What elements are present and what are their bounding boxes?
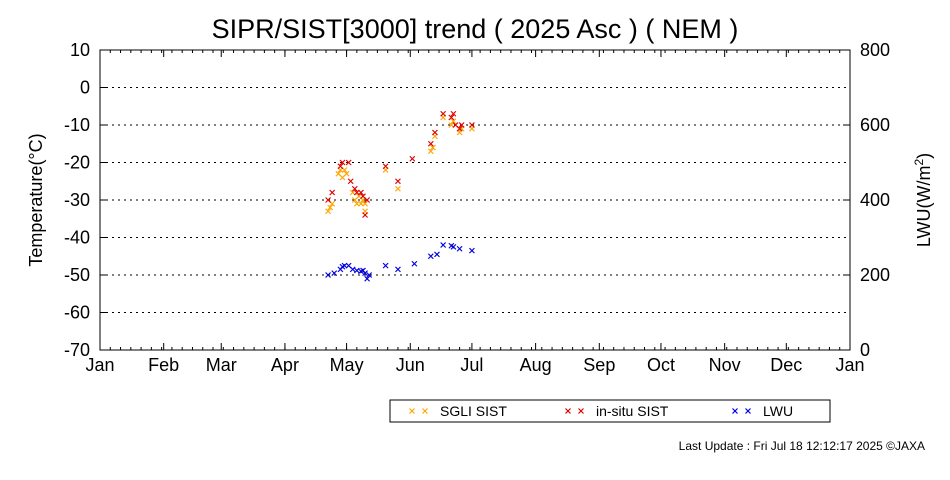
x-tick-label: Dec <box>770 355 802 375</box>
data-point <box>362 212 368 218</box>
data-point <box>327 204 334 211</box>
data-point <box>343 170 350 177</box>
y-tick-label: -10 <box>64 115 90 135</box>
x-tick-label: Mar <box>206 355 237 375</box>
data-point <box>325 272 332 278</box>
axis-ticks <box>99 49 851 351</box>
data-point <box>409 155 416 162</box>
data-point <box>450 243 457 250</box>
y-tick-label: -20 <box>64 153 90 173</box>
data-point <box>450 118 457 125</box>
x-tick-label: Sep <box>583 355 615 375</box>
data-point <box>349 266 356 273</box>
y2-tick-label: 800 <box>860 40 890 60</box>
y-tick-label: -60 <box>64 303 90 323</box>
data-point <box>450 110 457 117</box>
data-point <box>395 178 401 185</box>
legend: SGLI SIST in-situ SIST LWU <box>389 399 831 423</box>
y-tick-label: -50 <box>64 265 90 285</box>
y2-axis-label-close: ) <box>914 153 934 159</box>
left-axis-tick-labels: 10 0 -10 -20 -30 -40 -50 -60 -70 <box>64 40 90 360</box>
chart-title: SIPR/SIST[3000] trend ( 2025 Asc ) ( NEM… <box>212 14 739 44</box>
data-point <box>325 208 332 215</box>
legend-marker <box>565 408 571 414</box>
x-tick-label: Oct <box>647 355 675 375</box>
last-update-footer: Last Update : Fri Jul 18 12:12:17 2025 ©… <box>679 439 925 453</box>
series-0 <box>325 114 475 215</box>
data-point <box>411 260 418 267</box>
data-point <box>456 245 463 252</box>
x-tick-label: Aug <box>520 355 552 375</box>
y2-tick-label: 200 <box>860 265 890 285</box>
x-tick-label: Jan <box>85 355 114 375</box>
legend-label: LWU <box>763 403 793 419</box>
x-tick-label: Jun <box>396 355 425 375</box>
x-tick-label: May <box>330 355 364 375</box>
x-axis-tick-labels: Jan Feb Mar Apr May Jun Jul Aug Sep Oct Nov Dec Jan <box>85 355 864 375</box>
y-axis-label: Temperature(°C) <box>26 133 46 266</box>
x-tick-label: Jan <box>835 355 864 375</box>
data-point <box>432 129 438 136</box>
data-point <box>427 253 434 260</box>
right-axis-tick-labels: 800 600 400 200 0 <box>860 40 890 360</box>
data-point <box>440 242 447 248</box>
y-tick-label: 10 <box>70 40 90 60</box>
y-tick-label: -40 <box>64 228 90 248</box>
y-tick-label: -30 <box>64 190 90 210</box>
data-point <box>395 185 401 192</box>
data-point <box>448 114 455 121</box>
y2-tick-label: 600 <box>860 115 890 135</box>
data-point <box>434 251 440 258</box>
series-2 <box>325 242 475 282</box>
data-point <box>468 247 475 254</box>
data-point <box>358 189 364 196</box>
data-point <box>364 197 371 203</box>
data-point <box>440 110 447 117</box>
data-point <box>339 159 346 166</box>
data-point <box>364 275 371 282</box>
data-point <box>382 262 389 269</box>
x-tick-label: Feb <box>148 355 179 375</box>
grid-lines <box>100 87 850 313</box>
data-point <box>366 272 373 278</box>
data-point <box>456 125 463 132</box>
data-point <box>468 122 475 128</box>
y2-axis-label-main: LWU(W/m <box>914 166 934 248</box>
data-point <box>351 185 358 192</box>
y2-tick-label: 0 <box>860 340 870 360</box>
data-point <box>458 122 465 128</box>
y-tick-label: -70 <box>64 340 90 360</box>
data-point <box>427 140 434 147</box>
data-point <box>347 178 354 185</box>
data-point <box>337 163 344 170</box>
y-tick-label: 0 <box>80 78 90 98</box>
y2-axis-label: LWU(W/m2) <box>912 153 934 247</box>
x-tick-label: Jul <box>460 355 483 375</box>
legend-marker <box>732 408 738 414</box>
legend-label: SGLI SIST <box>440 403 507 419</box>
legend-marker <box>422 408 428 414</box>
x-tick-label: Nov <box>709 355 741 375</box>
legend-marker <box>745 408 751 414</box>
data-point <box>345 159 352 166</box>
data-point <box>331 270 338 277</box>
data-point <box>429 144 436 151</box>
y2-axis-label-superscript: 2 <box>912 159 926 166</box>
legend-marker <box>409 408 415 414</box>
data-point <box>395 266 401 273</box>
data-point <box>329 189 336 196</box>
legend-marker <box>578 408 584 414</box>
data-point <box>382 163 389 170</box>
y2-tick-label: 400 <box>860 190 890 210</box>
x-tick-label: Apr <box>271 355 299 375</box>
series-1 <box>325 110 475 218</box>
data-point <box>362 270 368 277</box>
data-point <box>362 200 368 207</box>
data-point <box>325 197 332 203</box>
legend-label: in-situ SIST <box>596 403 669 419</box>
data-point <box>427 148 434 155</box>
data-series <box>325 110 475 282</box>
legend-box <box>389 399 831 423</box>
